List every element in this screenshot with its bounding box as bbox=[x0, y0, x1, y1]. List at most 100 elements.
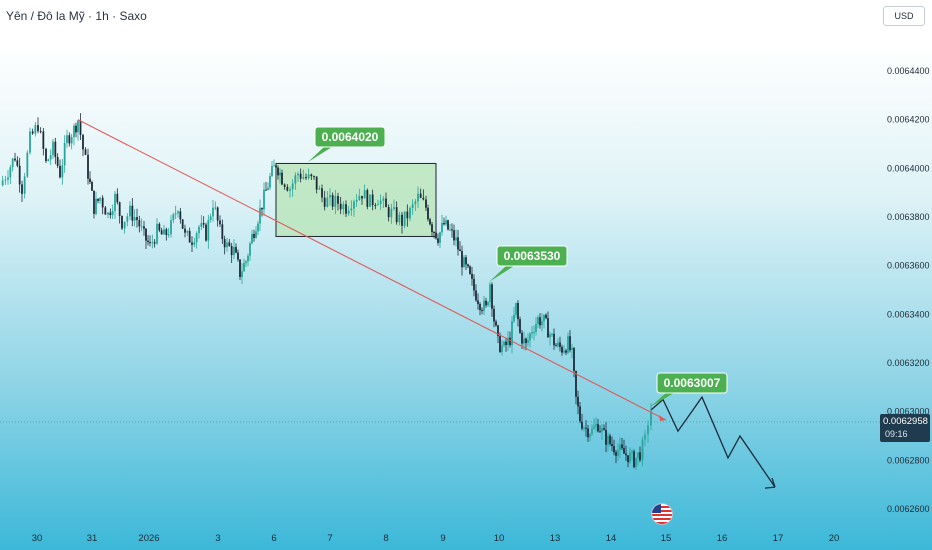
currency-button[interactable]: USD bbox=[883, 6, 925, 26]
candle-body bbox=[226, 242, 228, 248]
us-flag-icon[interactable] bbox=[651, 503, 673, 525]
candle-body bbox=[621, 444, 623, 449]
candle-body bbox=[273, 165, 275, 167]
current-price-label: 0.0062958 09:16 bbox=[880, 414, 930, 442]
candle-body bbox=[186, 230, 189, 233]
candle-body bbox=[39, 131, 42, 133]
x-axis-tick-label: 16 bbox=[717, 533, 728, 544]
candle-body bbox=[366, 190, 369, 207]
candle-body bbox=[377, 203, 379, 206]
candle-body bbox=[551, 333, 553, 335]
symbol-name[interactable]: Yên / Đô la Mỹ bbox=[6, 9, 85, 23]
x-axis-tick-label: 31 bbox=[87, 533, 98, 544]
candle-body bbox=[633, 451, 635, 468]
callout-pointer bbox=[650, 393, 674, 407]
price-callout[interactable] bbox=[656, 372, 728, 394]
interval-label[interactable]: 1h bbox=[95, 9, 109, 23]
candle-body bbox=[561, 346, 563, 353]
candle-body bbox=[84, 149, 87, 155]
price-callout[interactable] bbox=[496, 245, 568, 267]
y-axis-tick-label: 0.0063400 bbox=[887, 309, 930, 319]
candle-body bbox=[34, 125, 37, 134]
candle-body bbox=[247, 255, 249, 262]
candle-body bbox=[61, 165, 64, 178]
candle-body bbox=[255, 231, 257, 238]
price-callout[interactable] bbox=[314, 126, 386, 148]
candle-body bbox=[483, 300, 485, 311]
candle-body bbox=[615, 452, 617, 456]
candle-body bbox=[70, 137, 73, 144]
candle-body bbox=[505, 341, 507, 345]
candle-body bbox=[265, 189, 267, 191]
projection-path[interactable] bbox=[650, 395, 776, 488]
candle-body bbox=[294, 175, 297, 184]
y-axis-tick-label: 0.0063800 bbox=[887, 212, 930, 222]
candle-body bbox=[433, 231, 435, 233]
candle-body bbox=[49, 155, 52, 160]
candle-body bbox=[390, 208, 393, 218]
candle-body bbox=[129, 205, 131, 217]
candle-body bbox=[487, 302, 489, 306]
candle-body bbox=[23, 176, 26, 194]
candle-body bbox=[445, 220, 447, 225]
candle-body bbox=[99, 197, 101, 201]
candle-body bbox=[18, 165, 21, 185]
candle-body bbox=[214, 207, 217, 209]
candle-body bbox=[75, 125, 77, 133]
candle-body bbox=[625, 453, 627, 456]
candle-body bbox=[326, 197, 329, 207]
candle-body bbox=[465, 257, 467, 265]
candle-body bbox=[126, 216, 129, 222]
candle-body bbox=[54, 141, 57, 158]
candle-body bbox=[347, 210, 350, 214]
candle-body bbox=[398, 214, 401, 223]
candle-body bbox=[545, 314, 547, 319]
candle-body bbox=[571, 347, 573, 351]
candle-body bbox=[485, 300, 487, 306]
y-axis-tick-label: 0.0063600 bbox=[887, 261, 930, 271]
price-callout-label: 0.0063007 bbox=[664, 376, 721, 390]
x-axis-tick-label: 17 bbox=[773, 533, 784, 544]
candle-body bbox=[342, 204, 345, 210]
candle-body bbox=[475, 290, 477, 301]
x-axis-tick-label: 7 bbox=[327, 533, 332, 544]
candle-body bbox=[181, 219, 184, 229]
candle-body bbox=[617, 450, 619, 456]
candle-body bbox=[517, 303, 519, 320]
candle-body bbox=[184, 228, 186, 233]
candle-body bbox=[281, 172, 283, 185]
candle-body bbox=[245, 261, 247, 264]
candle-body bbox=[179, 211, 182, 220]
candle-body bbox=[221, 224, 224, 240]
candle-body bbox=[585, 427, 587, 429]
candle-body bbox=[422, 197, 425, 200]
candle-body bbox=[411, 204, 414, 209]
candle-body bbox=[283, 184, 286, 187]
candle-body bbox=[321, 188, 323, 198]
candle-body bbox=[149, 242, 151, 244]
candle-body bbox=[233, 247, 235, 256]
candle-body bbox=[313, 176, 315, 178]
candle-body bbox=[493, 308, 495, 322]
candle-body bbox=[26, 152, 29, 177]
y-axis-tick-label: 0.0063200 bbox=[887, 358, 930, 368]
trendline[interactable] bbox=[77, 119, 667, 421]
callout-pointer bbox=[489, 266, 514, 282]
x-axis-tick-label: 30 bbox=[32, 533, 43, 544]
candle-body bbox=[371, 194, 374, 206]
candle-body bbox=[42, 131, 45, 149]
candle-body bbox=[435, 232, 437, 239]
x-axis-tick-label: 13 bbox=[550, 533, 561, 544]
candle-body bbox=[286, 186, 289, 191]
candle-body bbox=[581, 421, 583, 429]
candle-body bbox=[641, 439, 644, 461]
candle-body bbox=[7, 177, 9, 180]
candle-body bbox=[158, 223, 161, 231]
candle-body bbox=[251, 233, 253, 244]
candle-body bbox=[123, 221, 126, 229]
candle-body bbox=[241, 271, 243, 278]
candle-body bbox=[177, 211, 179, 214]
y-axis-tick-label: 0.0064400 bbox=[887, 66, 930, 76]
candle-body bbox=[243, 263, 245, 272]
